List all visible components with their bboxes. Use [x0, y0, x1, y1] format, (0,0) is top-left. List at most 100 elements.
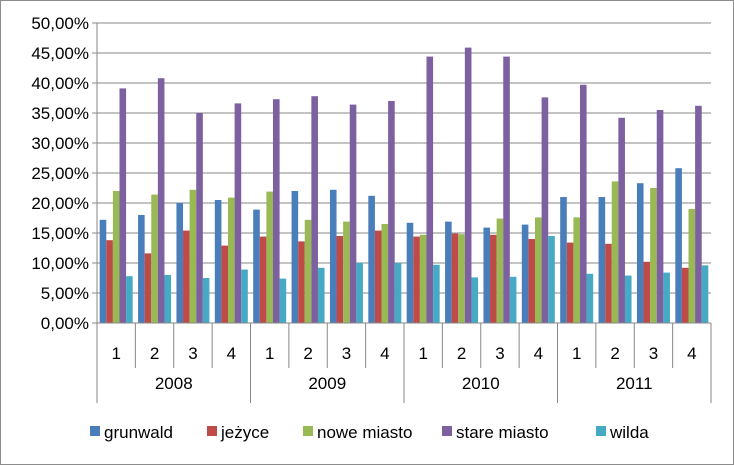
bar-stare-miasto-15 — [695, 105, 702, 323]
bar-jeżyce-2 — [183, 230, 190, 323]
legend-label-wilda: wilda — [609, 423, 649, 442]
bar-jeżyce-11 — [528, 239, 536, 323]
bar-grunwald-13 — [598, 197, 606, 323]
bar-nowe-miasto-12 — [573, 217, 580, 323]
y-tick-label: 45,00% — [31, 44, 89, 63]
bar-nowe-miasto-0 — [112, 191, 120, 323]
bar-wilda-4 — [279, 278, 287, 323]
bar-nowe-miasto-7 — [381, 224, 389, 323]
bar-jeżyce-13 — [605, 243, 612, 323]
axes — [96, 23, 712, 403]
bar-wilda-15 — [701, 265, 709, 323]
y-tick-label: 5,00% — [41, 284, 89, 303]
y-tick-labels: 0,00% 5,00% 10,00% 15,00% 20,00% 25,00% 30,00%… — [31, 14, 89, 333]
x-tick-label: 3 — [495, 344, 504, 363]
bar-wilda-8 — [433, 264, 440, 323]
bar-wilda-1 — [164, 275, 172, 323]
bar-stare-miasto-6 — [349, 104, 357, 323]
bar-grunwald-8 — [406, 222, 414, 323]
bar-stare-miasto-13 — [618, 117, 625, 323]
bar-nowe-miasto-11 — [535, 217, 542, 323]
bar-stare-miasto-10 — [503, 56, 510, 323]
y-tick-label: 10,00% — [31, 254, 89, 273]
bar-nowe-miasto-8 — [419, 234, 427, 323]
bar-wilda-0 — [126, 276, 133, 323]
bar-stare-miasto-3 — [234, 103, 242, 324]
bar-jeżyce-7 — [374, 230, 382, 323]
bar-stare-miasto-2 — [196, 113, 203, 323]
bar-stare-miasto-8 — [426, 56, 434, 323]
bar-wilda-2 — [202, 278, 210, 323]
legend-swatch-stare-miasto — [442, 426, 452, 436]
bar-nowe-miasto-13 — [611, 181, 619, 323]
bar-stare-miasto-7 — [388, 101, 395, 323]
bar-grunwald-0 — [99, 219, 107, 323]
bar-jeżyce-0 — [106, 240, 113, 323]
bar-wilda-12 — [586, 273, 594, 323]
bar-wilda-6 — [356, 263, 363, 323]
bar-stare-miasto-0 — [119, 88, 127, 324]
bar-wilda-10 — [509, 276, 517, 323]
bar-jeżyce-8 — [413, 236, 420, 323]
legend-swatch-grunwald — [90, 426, 100, 436]
bar-wilda-14 — [663, 272, 670, 323]
bar-jeżyce-4 — [259, 236, 267, 323]
x-tick-label: 1 — [265, 344, 274, 363]
legend-swatch-jeżyce — [207, 426, 217, 436]
bar-jeżyce-14 — [643, 261, 651, 323]
group-label-2008: 2008 — [155, 374, 193, 393]
legend-label-nowe-miasto: nowe miasto — [317, 423, 412, 442]
x-tick-label: 1 — [418, 344, 427, 363]
bar-grunwald-3 — [214, 200, 222, 323]
bar-nowe-miasto-5 — [304, 219, 312, 323]
bar-nowe-miasto-9 — [458, 234, 465, 323]
bar-grunwald-2 — [176, 203, 184, 323]
bar-grunwald-5 — [291, 191, 299, 323]
x-tick-label: 2 — [150, 344, 159, 363]
bar-grunwald-11 — [521, 224, 529, 323]
bar-jeżyce-15 — [681, 267, 689, 323]
bar-jeżyce-6 — [336, 236, 344, 323]
bar-nowe-miasto-2 — [189, 189, 197, 323]
bar-grunwald-10 — [483, 227, 491, 323]
bar-stare-miasto-11 — [541, 97, 549, 324]
x-tick-label: 2 — [610, 344, 619, 363]
legend-label-jeżyce: jeżyce — [220, 423, 269, 442]
bar-grunwald-6 — [329, 189, 337, 323]
bar-wilda-11 — [548, 236, 555, 323]
y-tick-label: 15,00% — [31, 224, 89, 243]
bar-stare-miasto-1 — [157, 78, 165, 323]
legend-label-stare-miasto: stare miasto — [456, 423, 549, 442]
bar-nowe-miasto-14 — [650, 188, 657, 323]
y-tick-label: 50,00% — [31, 14, 89, 33]
group-label-2011: 2011 — [616, 374, 653, 393]
bar-wilda-7 — [394, 263, 402, 323]
bar-grunwald-1 — [138, 215, 145, 323]
y-tick-label: 35,00% — [31, 104, 89, 123]
bar-nowe-miasto-15 — [688, 209, 696, 323]
x-tick-label: 3 — [649, 344, 658, 363]
x-tick-label: 4 — [687, 344, 696, 363]
legend-swatch-nowe-miasto — [303, 426, 313, 436]
x-tick-label: 1 — [111, 344, 120, 363]
legend-swatch-wilda — [596, 426, 606, 436]
bar-stare-miasto-9 — [464, 47, 472, 323]
x-tick-label: 3 — [342, 344, 351, 363]
bar-nowe-miasto-3 — [228, 197, 235, 323]
bar-wilda-5 — [317, 267, 325, 323]
bar-grunwald-7 — [368, 195, 375, 323]
bar-stare-miasto-4 — [272, 99, 280, 323]
bar-grunwald-4 — [253, 209, 260, 323]
bars — [99, 47, 709, 324]
x-tick-labels: 1 2 3 4 1 2 3 4 1 2 3 4 1 2 3 4 2008 2009 2010 2011 — [111, 344, 696, 393]
y-tick-label: 0,00% — [41, 314, 89, 333]
y-tick-label: 30,00% — [31, 134, 89, 153]
bar-nowe-miasto-10 — [496, 218, 504, 323]
bar-stare-miasto-14 — [656, 110, 664, 323]
bar-jeżyce-1 — [144, 253, 152, 323]
bar-nowe-miasto-6 — [343, 221, 350, 323]
bar-wilda-9 — [471, 277, 479, 323]
y-tick-label: 40,00% — [31, 74, 89, 93]
x-tick-label: 4 — [380, 344, 389, 363]
